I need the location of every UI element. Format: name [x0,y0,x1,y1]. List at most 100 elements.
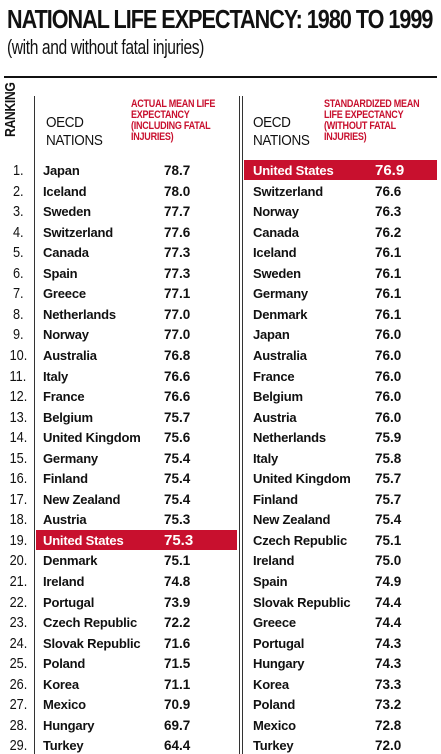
rank-number-text: 17. [9,490,27,508]
chart-title: NATIONAL LIFE EXPECTANCY: 1980 TO 1999 [7,4,433,34]
nation-name: Japan [253,327,290,343]
nation-name: Poland [43,656,86,672]
rank-number: 25. [3,654,33,674]
nation-name: Ireland [43,574,85,589]
rank-number: 1. [3,161,33,181]
nation-name: Ireland [253,553,295,569]
rank-number-text: 3. [12,203,24,221]
nation-name: France [43,389,85,405]
rank-number: 26. [3,675,33,695]
life-expectancy-value: 74.3 [375,656,402,672]
rank-number-text: 7. [12,285,24,303]
life-expectancy-value: 72.2 [164,615,191,631]
life-expectancy-value: 75.3 [164,531,194,549]
life-expectancy-value: 76.0 [375,327,402,343]
value-column-header: STANDARDIZED MEAN [324,98,420,110]
life-expectancy-value: 76.6 [375,183,402,199]
life-expectancy-value: 77.6 [164,224,191,240]
rank-number-text: 29. [9,737,27,754]
life-expectancy-value: 77.0 [164,306,191,322]
life-expectancy-value: 77.0 [164,327,191,343]
rank-number: 17. [3,490,33,510]
rank-number: 2. [3,182,33,202]
rank-number: 28. [3,716,33,736]
rank-number-text: 24. [9,634,27,652]
table-divider-right [242,96,243,754]
life-expectancy-value: 75.9 [375,430,402,446]
rank-number-text: 12. [9,388,27,406]
rank-number-text: 5. [12,244,24,262]
nation-name: Finland [43,471,88,487]
rank-number: 7. [3,284,33,304]
rank-number-text: 2. [12,182,24,200]
rank-number: 3. [3,202,33,222]
life-expectancy-value: 74.3 [375,635,402,651]
rank-number: 23. [3,613,33,633]
life-expectancy-value: 76.0 [375,368,402,384]
nation-name: Slovak Republic [253,594,351,610]
life-expectancy-value: 76.1 [375,265,402,281]
nation-name: Korea [43,676,79,692]
value-column-header: EXPECTANCY [131,109,190,121]
life-expectancy-value: 69.7 [164,717,191,733]
nation-name: Austria [253,409,297,425]
life-expectancy-value: 75.0 [375,553,402,569]
life-expectancy-value: 78.0 [164,183,191,199]
life-expectancy-value: 76.0 [375,389,402,405]
life-expectancy-value: 77.1 [164,286,191,302]
life-expectancy-value: 76.2 [375,224,402,240]
life-expectancy-value: 77.3 [164,265,191,281]
life-expectancy-value: 76.8 [164,347,191,363]
rank-number: 22. [3,593,33,613]
nation-name: Spain [253,574,288,589]
life-expectancy-value: 75.7 [375,491,402,507]
life-expectancy-value: 73.3 [375,676,402,692]
rank-number-text: 8. [12,305,24,323]
rank-number-text: 9. [12,326,24,344]
nation-name: Japan [43,163,80,178]
nation-name: Denmark [253,306,308,322]
nation-name: Germany [253,286,308,302]
life-expectancy-value: 76.6 [164,368,191,384]
nation-name: Turkey [253,738,294,754]
life-expectancy-value: 75.4 [164,471,191,487]
nation-name: Italy [43,368,69,384]
rank-number: 9. [3,325,33,345]
life-expectancy-value: 78.7 [164,163,191,178]
nation-name: United States [253,163,334,178]
rank-column-divider [34,96,35,754]
rank-number-text: 20. [9,552,27,570]
life-expectancy-value: 75.8 [375,450,402,466]
nation-name: Greece [253,615,296,631]
life-expectancy-value: 76.3 [375,204,402,220]
rank-number-text: 19. [9,531,27,549]
rank-number: 12. [3,387,33,407]
rank-number: 4. [3,223,33,243]
rank-number-text: 28. [9,716,27,734]
life-expectancy-value: 71.1 [164,676,191,692]
nation-name: Australia [43,347,97,363]
rank-number-text: 14. [9,429,27,447]
life-expectancy-value: 74.4 [375,615,402,631]
rank-number-text: 27. [9,696,27,714]
rank-number-text: 6. [12,264,24,282]
life-expectancy-value: 76.9 [375,162,405,179]
life-expectancy-value: 74.8 [164,574,191,589]
nation-name: United States [43,532,124,548]
rank-number-text: 16. [9,470,27,488]
nation-name: Turkey [43,738,84,754]
nation-name: Norway [43,327,89,343]
value-column-header: LIFE EXPECTANCY [324,109,404,121]
nation-name: Portugal [253,635,305,651]
nation-name: Canada [43,245,89,261]
rank-number-text: 4. [12,223,24,241]
nation-name: Netherlands [253,430,326,446]
life-expectancy-value: 72.8 [375,717,402,733]
life-expectancy-value: 75.4 [375,512,402,528]
nation-name: Australia [253,347,307,363]
rank-number-text: 26. [9,675,27,693]
nation-name: Czech Republic [43,615,137,631]
nation-name: Iceland [253,245,297,261]
life-expectancy-value: 73.2 [375,697,402,713]
rank-number: 5. [3,243,33,263]
